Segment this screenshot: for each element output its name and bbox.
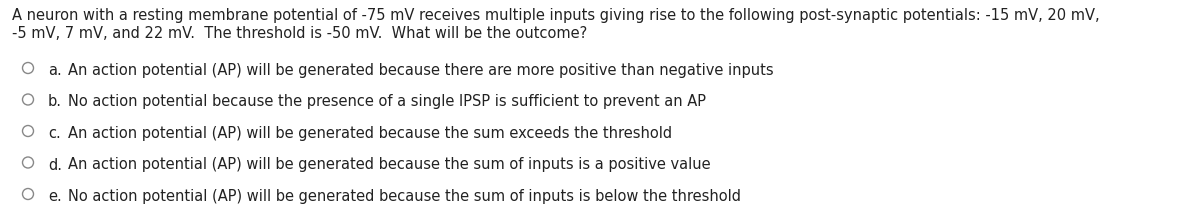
Text: A neuron with a resting membrane potential of -75 mV receives multiple inputs gi: A neuron with a resting membrane potenti…: [12, 8, 1099, 23]
Text: An action potential (AP) will be generated because the sum of inputs is a positi: An action potential (AP) will be generat…: [68, 157, 710, 173]
Text: e.: e.: [48, 189, 61, 204]
Text: b.: b.: [48, 95, 62, 110]
Text: d.: d.: [48, 157, 62, 173]
Text: c.: c.: [48, 126, 61, 141]
Text: An action potential (AP) will be generated because the sum exceeds the threshold: An action potential (AP) will be generat…: [68, 126, 672, 141]
Text: No action potential (AP) will be generated because the sum of inputs is below th: No action potential (AP) will be generat…: [68, 189, 742, 204]
Text: a.: a.: [48, 63, 61, 78]
Text: An action potential (AP) will be generated because there are more positive than : An action potential (AP) will be generat…: [68, 63, 774, 78]
Text: -5 mV, 7 mV, and 22 mV.  The threshold is -50 mV.  What will be the outcome?: -5 mV, 7 mV, and 22 mV. The threshold is…: [12, 26, 587, 41]
Text: No action potential because the presence of a single IPSP is sufficient to preve: No action potential because the presence…: [68, 95, 706, 110]
